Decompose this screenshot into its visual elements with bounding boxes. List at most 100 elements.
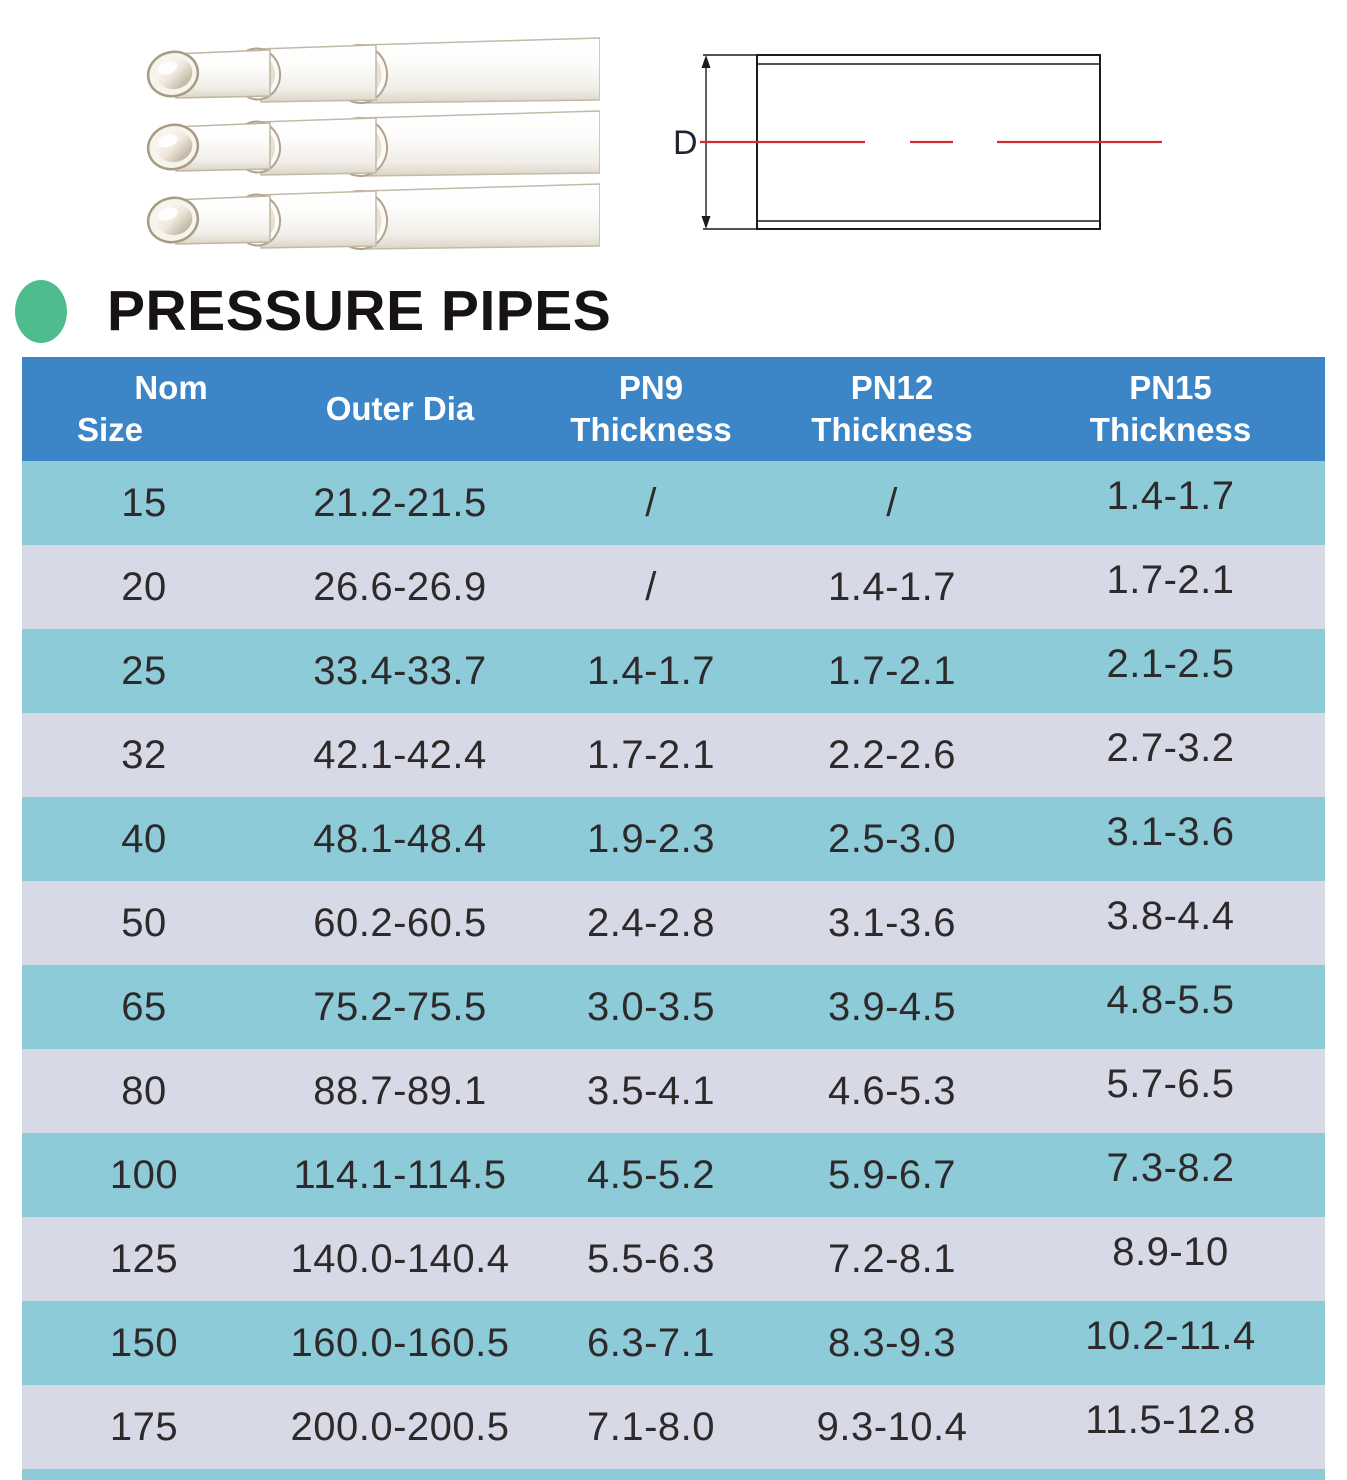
cell-nom-size: 175 bbox=[109, 1404, 179, 1449]
table-row: 150 160.0-160.5 6.3-7.1 8.3-9.3 10.2-11.4 bbox=[22, 1301, 1325, 1385]
cell-outer-dia: 21.2-21.5 bbox=[313, 480, 487, 525]
cell-pn12: 7.2-8.1 bbox=[827, 1236, 957, 1281]
table-row: 175 200.0-200.5 7.1-8.0 9.3-10.4 11.5-12.8 bbox=[22, 1385, 1325, 1469]
arrowhead-up-icon bbox=[701, 55, 711, 68]
column-header-line: PN9 bbox=[618, 368, 684, 406]
cell-nom-size: 65 bbox=[121, 984, 167, 1029]
cell-nom-size: 32 bbox=[121, 732, 167, 777]
column-header-line: Thickness bbox=[570, 411, 732, 448]
cell-pn15: 1.4-1.7 bbox=[1106, 474, 1235, 518]
cell-outer-dia: 60.2-60.5 bbox=[313, 900, 487, 945]
cell-pn12: 3.1-3.6 bbox=[827, 900, 957, 945]
cell-pn15: 7.3-8.2 bbox=[1106, 1146, 1235, 1190]
table-row: 15 21.2-21.5 / / 1.4-1.7 bbox=[22, 461, 1325, 545]
cell-outer-dia: 160.0-160.5 bbox=[290, 1320, 510, 1365]
cell-nom-size: 200 bbox=[22, 1469, 266, 1480]
pressure-pipes-spec-table: Nom Size Outer Dia PN9 Thickness PN12 Thicknes… bbox=[22, 357, 1325, 1480]
table-body: 15 21.2-21.5//1.4-1.7 20 26.6-26.9/1.4-1.7 1… bbox=[22, 461, 1325, 1480]
cell-outer-dia: 200.0-200.5 bbox=[290, 1404, 510, 1449]
cell-nom-size: 80 bbox=[121, 1068, 167, 1113]
table-header: Nom Size Outer Dia PN9 Thickness PN12 Thicknes… bbox=[22, 357, 1325, 461]
arrowhead-down-icon bbox=[701, 216, 711, 229]
cell-pn15: 4.8-5.5 bbox=[1106, 978, 1235, 1022]
cell-pn15: 8.9-10 bbox=[1112, 1230, 1229, 1274]
bullet-icon bbox=[15, 280, 67, 343]
cell-pn12: 8.3-9.3 bbox=[827, 1320, 957, 1365]
column-header-outer-dia: Outer Dia bbox=[266, 357, 534, 461]
cell-nom-size: 125 bbox=[109, 1236, 179, 1281]
cell-pn9: 3.0-3.5 bbox=[586, 984, 716, 1029]
table-row: 40 48.1-48.4 1.9-2.3 2.5-3.0 3.1-3.6 bbox=[22, 797, 1325, 881]
cell-pn12: 2.2-2.6 bbox=[827, 732, 957, 777]
table-row: 80 88.7-89.1 3.5-4.1 4.6-5.3 5.7-6.5 bbox=[22, 1049, 1325, 1133]
cell-pn9: 2.4-2.8 bbox=[586, 900, 716, 945]
cell-pn9: 4.5-5.2 bbox=[586, 1152, 716, 1197]
cell-nom-size: 50 bbox=[121, 900, 167, 945]
column-header-pn9: PN9 Thickness bbox=[534, 357, 768, 461]
table-row: 200225.0-225.67.9-8.910.5-11.712.9-14.4 bbox=[22, 1469, 1325, 1480]
column-header-line: Thickness bbox=[1089, 411, 1252, 448]
table-row: 25 33.4-33.7 1.4-1.7 1.7-2.1 2.1-2.5 bbox=[22, 629, 1325, 713]
pipe-dimension-diagram: D bbox=[673, 54, 1162, 230]
column-header-pn12: PN12 Thickness bbox=[768, 357, 1016, 461]
cell-pn12: 5.9-6.7 bbox=[827, 1152, 957, 1197]
cell-pn9: 3.5-4.1 bbox=[586, 1068, 716, 1113]
cell-pn15: 3.1-3.6 bbox=[1106, 810, 1235, 854]
diameter-label: D bbox=[673, 124, 698, 162]
cell-nom-size: 20 bbox=[121, 564, 167, 609]
cell-nom-size: 15 bbox=[121, 480, 167, 525]
cell-nom-size: 150 bbox=[109, 1320, 179, 1365]
cell-outer-dia: 26.6-26.9 bbox=[313, 564, 487, 609]
cell-outer-dia: 140.0-140.4 bbox=[290, 1236, 510, 1281]
cell-pn9: 7.1-8.0 bbox=[586, 1404, 716, 1449]
table-row: 100 114.1-114.5 4.5-5.2 5.9-6.7 7.3-8.2 bbox=[22, 1133, 1325, 1217]
cell-pn12: 2.5-3.0 bbox=[827, 816, 957, 861]
cell-pn12: 1.7-2.1 bbox=[827, 648, 957, 693]
page-title: PRESSURE PIPES bbox=[107, 279, 612, 343]
column-header-line: PN12 bbox=[850, 368, 934, 406]
cell-outer-dia: 88.7-89.1 bbox=[313, 1068, 487, 1113]
cell-pn12: 3.9-4.5 bbox=[827, 984, 957, 1029]
column-header-nom-size: Nom Size bbox=[22, 357, 266, 461]
column-header-line: Outer Dia bbox=[325, 389, 475, 427]
cell-pn15: 5.7-6.5 bbox=[1106, 1062, 1235, 1106]
cell-nom-size: 100 bbox=[109, 1152, 179, 1197]
cell-pn15: 10.2-11.4 bbox=[1085, 1314, 1256, 1358]
cell-pn9: 5.5-6.3 bbox=[586, 1236, 716, 1281]
cell-pn15: 2.7-3.2 bbox=[1106, 726, 1235, 770]
cell-outer-dia: 225.0-225.6 bbox=[266, 1469, 534, 1480]
column-header-line: Thickness bbox=[811, 411, 973, 448]
cell-outer-dia: 114.1-114.5 bbox=[293, 1152, 507, 1197]
column-header-pn15: PN15 Thickness bbox=[1016, 357, 1325, 461]
cell-pn15: 11.5-12.8 bbox=[1085, 1398, 1256, 1442]
cell-outer-dia: 33.4-33.7 bbox=[313, 648, 487, 693]
table-row: 50 60.2-60.5 2.4-2.8 3.1-3.6 3.8-4.4 bbox=[22, 881, 1325, 965]
cell-nom-size: 40 bbox=[121, 816, 167, 861]
column-header-line: Nom bbox=[134, 368, 208, 406]
cell-pn12: 1.4-1.7 bbox=[827, 564, 957, 609]
cell-pn9: 1.9-2.3 bbox=[586, 816, 716, 861]
cell-nom-size: 25 bbox=[121, 648, 167, 693]
cell-pn9: / bbox=[645, 564, 657, 609]
cell-outer-dia: 48.1-48.4 bbox=[313, 816, 487, 861]
cell-pn9: 1.4-1.7 bbox=[586, 648, 716, 693]
table-row: 32 42.1-42.4 1.7-2.1 2.2-2.6 2.7-3.2 bbox=[22, 713, 1325, 797]
cell-outer-dia: 75.2-75.5 bbox=[313, 984, 487, 1029]
cell-outer-dia: 42.1-42.4 bbox=[313, 732, 487, 777]
cell-pn9: 6.3-7.1 bbox=[586, 1320, 716, 1365]
cell-pn12: 4.6-5.3 bbox=[827, 1068, 957, 1113]
column-header-line: PN15 bbox=[1129, 368, 1212, 406]
cell-pn12: 9.3-10.4 bbox=[816, 1404, 968, 1449]
column-header-line: Size bbox=[76, 411, 144, 448]
table-row: 20 26.6-26.9 / 1.4-1.7 1.7-2.1 bbox=[22, 545, 1325, 629]
cell-pn12: / bbox=[886, 480, 898, 525]
cell-pn9: 7.9-8.9 bbox=[534, 1469, 768, 1480]
cell-pn9: / bbox=[645, 480, 657, 525]
cell-pn15: 2.1-2.5 bbox=[1106, 642, 1235, 686]
cell-pn15: 12.9-14.4 bbox=[1016, 1469, 1325, 1480]
cell-pn15: 3.8-4.4 bbox=[1106, 894, 1235, 938]
table-header-row: Nom Size Outer Dia PN9 Thickness PN12 Thicknes… bbox=[22, 357, 1325, 461]
cell-pn15: 1.7-2.1 bbox=[1106, 558, 1235, 602]
cell-pn12: 10.5-11.7 bbox=[768, 1469, 1016, 1480]
pipes-photo bbox=[142, 36, 600, 252]
